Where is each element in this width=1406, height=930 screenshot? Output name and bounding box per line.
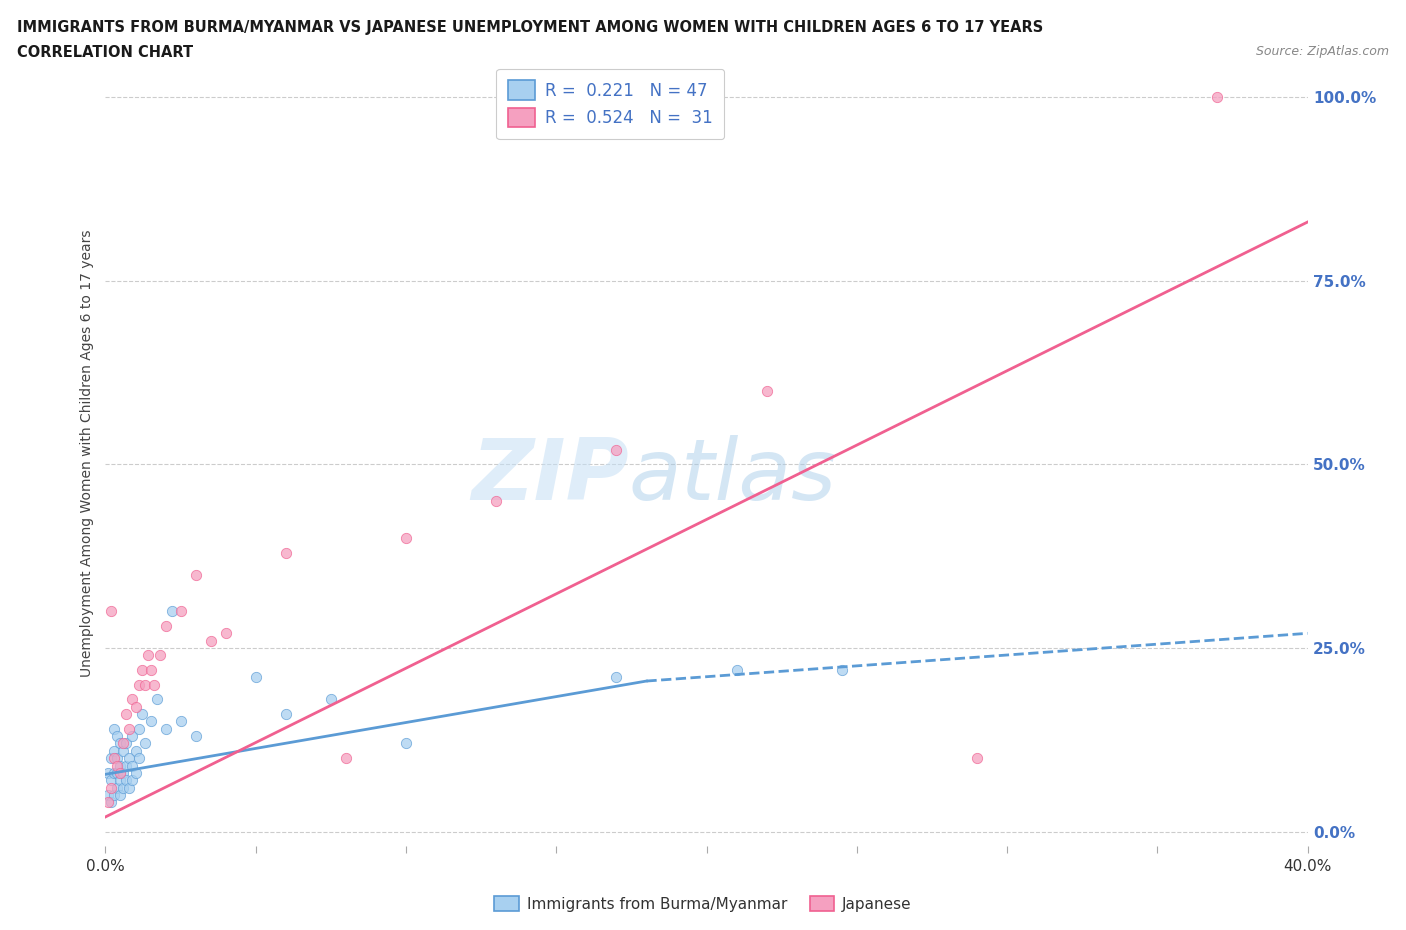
Point <box>97 788 120 803</box>
Point <box>118 722 141 737</box>
Point <box>274 545 297 560</box>
Point <box>121 729 143 744</box>
Point <box>128 751 150 765</box>
Point <box>755 383 778 398</box>
Point <box>118 751 141 765</box>
Point <box>245 670 267 684</box>
Point <box>100 604 122 618</box>
Point <box>319 692 342 707</box>
Point <box>214 626 236 641</box>
Point <box>100 773 122 788</box>
Point <box>100 795 122 810</box>
Point <box>103 743 125 758</box>
Point <box>139 662 162 677</box>
Point <box>160 604 183 618</box>
Point <box>110 758 132 773</box>
Point <box>121 773 143 788</box>
Point <box>725 662 748 677</box>
Point <box>112 780 135 795</box>
Point <box>103 788 125 803</box>
Point <box>124 743 146 758</box>
Point <box>134 736 156 751</box>
Point <box>112 743 135 758</box>
Point <box>131 662 153 677</box>
Point <box>97 765 120 780</box>
Point <box>110 788 132 803</box>
Point <box>128 677 150 692</box>
Legend: Immigrants from Burma/Myanmar, Japanese: Immigrants from Burma/Myanmar, Japanese <box>488 889 918 918</box>
Point <box>335 751 357 765</box>
Point <box>115 758 138 773</box>
Point <box>395 736 418 751</box>
Point <box>169 714 191 729</box>
Point <box>121 758 143 773</box>
Point <box>274 707 297 722</box>
Point <box>605 670 627 684</box>
Point <box>112 765 135 780</box>
Point <box>145 692 167 707</box>
Point <box>115 707 138 722</box>
Point <box>107 751 129 765</box>
Point <box>118 780 141 795</box>
Point <box>121 692 143 707</box>
Text: CORRELATION CHART: CORRELATION CHART <box>17 45 193 60</box>
Point <box>131 707 153 722</box>
Point <box>124 699 146 714</box>
Point <box>200 633 222 648</box>
Point <box>124 765 146 780</box>
Point <box>107 765 129 780</box>
Point <box>1206 89 1229 104</box>
Point <box>139 714 162 729</box>
Text: IMMIGRANTS FROM BURMA/MYANMAR VS JAPANESE UNEMPLOYMENT AMONG WOMEN WITH CHILDREN: IMMIGRANTS FROM BURMA/MYANMAR VS JAPANES… <box>17 20 1043 35</box>
Point <box>136 648 159 663</box>
Point <box>395 530 418 545</box>
Point <box>155 722 177 737</box>
Text: atlas: atlas <box>628 435 837 518</box>
Point <box>110 773 132 788</box>
Point <box>485 494 508 509</box>
Point <box>155 618 177 633</box>
Legend: R =  0.221   N = 47, R =  0.524   N =  31: R = 0.221 N = 47, R = 0.524 N = 31 <box>496 69 724 139</box>
Point <box>103 722 125 737</box>
Point <box>115 773 138 788</box>
Point <box>605 443 627 458</box>
Point <box>103 765 125 780</box>
Point <box>97 795 120 810</box>
Point <box>831 662 853 677</box>
Point <box>128 722 150 737</box>
Point <box>100 751 122 765</box>
Point <box>148 648 170 663</box>
Point <box>184 729 207 744</box>
Point <box>112 736 135 751</box>
Point <box>966 751 988 765</box>
Point <box>134 677 156 692</box>
Text: ZIP: ZIP <box>471 435 628 518</box>
Point <box>115 736 138 751</box>
Point <box>100 780 122 795</box>
Text: Source: ZipAtlas.com: Source: ZipAtlas.com <box>1256 45 1389 58</box>
Point <box>107 758 129 773</box>
Point <box>107 780 129 795</box>
Point <box>103 751 125 765</box>
Point <box>169 604 191 618</box>
Point <box>107 729 129 744</box>
Y-axis label: Unemployment Among Women with Children Ages 6 to 17 years: Unemployment Among Women with Children A… <box>80 230 94 677</box>
Point <box>110 765 132 780</box>
Point <box>142 677 165 692</box>
Point <box>110 736 132 751</box>
Point <box>184 567 207 582</box>
